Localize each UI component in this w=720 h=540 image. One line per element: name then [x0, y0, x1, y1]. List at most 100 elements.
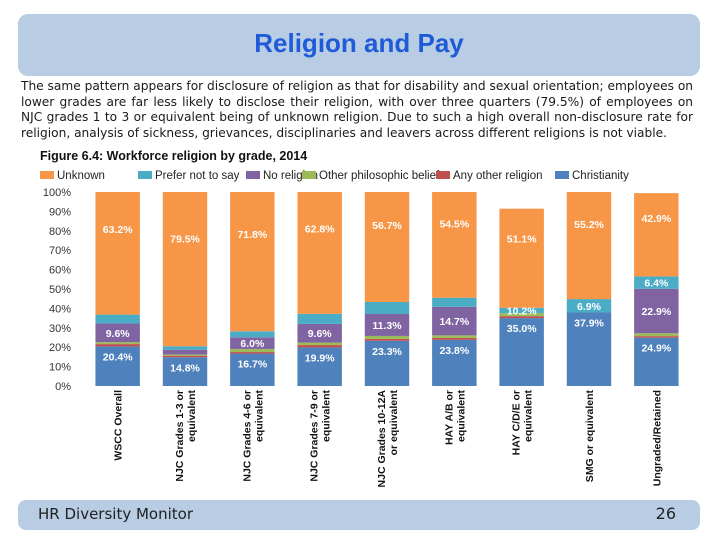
- bar-christianity-2: [162, 357, 208, 386]
- bar-any-other-religion-5: [364, 338, 410, 341]
- bar-any-other-religion-1: [95, 344, 140, 347]
- x-category-label: SMG or equivalent: [584, 390, 596, 483]
- bar-prefer-not-to-say-9: [634, 276, 679, 289]
- y-tick-label: 90%: [49, 206, 71, 218]
- data-label: 23.8%: [439, 345, 469, 357]
- bar-no-religion-1: [95, 323, 140, 343]
- x-category-label: NJC Grades 1-3 orequivalent: [174, 390, 198, 482]
- x-category-label: NJC Grades 4-6 orequivalent: [241, 390, 265, 482]
- x-category-label: NJC Grades 10-12Aor equivalent: [376, 390, 400, 488]
- bar-no-religion-4: [297, 323, 342, 343]
- bar-unknown-6: [432, 192, 477, 298]
- svg-text:NJC Grades 4-6 orequivalent: NJC Grades 4-6 orequivalent: [241, 390, 265, 482]
- bar-christianity-3: [230, 353, 275, 386]
- bar-prefer-not-to-say-7: [499, 307, 544, 314]
- svg-text:Ungraded/Retained: Ungraded/Retained: [651, 390, 663, 486]
- data-label: 9.6%: [308, 328, 333, 340]
- legend-swatch-unknown: [40, 171, 54, 179]
- y-tick-label: 100%: [43, 187, 71, 199]
- bar-christianity-8: [566, 312, 612, 386]
- svg-text:HAY A/B orequivalent: HAY A/B orequivalent: [443, 390, 467, 446]
- footer-bar: HR Diversity Monitor 26: [18, 500, 700, 530]
- legend-swatch-any-other-religion: [436, 171, 450, 179]
- bar-any-other-religion-3: [230, 352, 275, 354]
- legend-label-any-other-religion: Any other religion: [453, 170, 543, 182]
- x-category-label: WSCC Overall: [113, 390, 125, 461]
- data-label: 11.3%: [372, 320, 402, 332]
- data-label: 6.0%: [240, 338, 265, 350]
- x-category-label: NJC Grades 7-9 orequivalent: [309, 390, 333, 482]
- bar-any-other-religion-6: [432, 337, 477, 340]
- data-label: 62.8%: [305, 224, 335, 236]
- bar-prefer-not-to-say-4: [297, 313, 342, 324]
- bar-no-religion-9: [634, 288, 679, 334]
- data-label: 35.0%: [507, 323, 537, 335]
- footer-title: HR Diversity Monitor: [38, 505, 193, 523]
- y-tick-label: 70%: [49, 245, 71, 257]
- bar-other-philosophic-belief-9: [634, 333, 679, 337]
- y-tick-label: 30%: [49, 323, 71, 335]
- bar-christianity-9: [634, 337, 679, 386]
- bar-christianity-6: [432, 339, 477, 386]
- legend-swatch-no-religion: [246, 171, 260, 179]
- bar-other-philosophic-belief-6: [432, 335, 477, 338]
- bar-no-religion-5: [364, 314, 410, 336]
- bar-christianity-5: [364, 340, 410, 386]
- data-label: 9.6%: [106, 328, 131, 340]
- y-tick-label: 80%: [49, 226, 71, 238]
- bar-other-philosophic-belief-3: [230, 348, 275, 353]
- bar-unknown-2: [162, 192, 208, 347]
- bar-any-other-religion-2: [162, 355, 208, 358]
- y-tick-label: 60%: [49, 265, 71, 277]
- bar-unknown-1: [95, 192, 140, 315]
- bar-prefer-not-to-say-8: [566, 299, 612, 313]
- svg-text:NJC Grades 1-3 orequivalent: NJC Grades 1-3 orequivalent: [174, 390, 198, 482]
- legend-label-other-philosophic-belief: Other philosophic belief: [319, 170, 440, 182]
- svg-text:NJC Grades 7-9 orequivalent: NJC Grades 7-9 orequivalent: [309, 390, 333, 482]
- bar-unknown-8: [566, 192, 612, 300]
- page-number: 26: [655, 504, 676, 523]
- slide-title: Religion and Pay: [254, 28, 464, 58]
- data-label: 16.7%: [237, 359, 267, 371]
- legend-swatch-prefer-not-to-say: [138, 171, 152, 179]
- x-category-label: HAY C/D/E orequivalent: [511, 390, 535, 456]
- data-label: 6.9%: [577, 301, 602, 313]
- body-paragraph: The same pattern appears for disclosure …: [21, 79, 694, 140]
- svg-text:NJC Grades 10-12Aor equivalent: NJC Grades 10-12Aor equivalent: [376, 390, 400, 488]
- data-label: 55.2%: [574, 219, 604, 231]
- data-label: 10.2%: [507, 305, 537, 317]
- bar-prefer-not-to-say-1: [95, 314, 140, 324]
- data-label: 54.5%: [439, 219, 469, 231]
- y-axis: 0% 10% 20% 30% 40% 50% 60% 70% 80% 90% 100%: [43, 187, 71, 393]
- data-labels: 20.4% 14.8% 16.7% 19.9% 23.3% 23.8% 35.0% 37.9%…: [103, 213, 672, 374]
- data-label: 23.3%: [372, 346, 402, 358]
- data-label: 51.1%: [507, 233, 537, 245]
- svg-text:WSCC Overall: WSCC Overall: [113, 390, 125, 461]
- bar-unknown-3: [230, 192, 275, 332]
- religion-by-grade-chart: Figure 6.4: Workforce religion by grade,…: [40, 149, 679, 488]
- bar-christianity-1: [95, 346, 140, 386]
- bar-unknown-7: [499, 208, 544, 308]
- bar-other-philosophic-belief-4: [297, 342, 342, 346]
- data-label: 42.9%: [641, 213, 671, 225]
- bar-unknown-4: [297, 192, 342, 314]
- data-label: 71.8%: [237, 229, 267, 241]
- y-tick-label: 20%: [49, 342, 71, 354]
- bar-any-other-religion-9: [634, 336, 679, 338]
- svg-text:HAY C/D/E orequivalent: HAY C/D/E orequivalent: [511, 390, 535, 456]
- bar-any-other-religion-4: [297, 345, 342, 348]
- bar-prefer-not-to-say-2: [162, 346, 208, 350]
- data-label: 20.4%: [103, 351, 133, 363]
- bar-other-philosophic-belief-1: [95, 342, 140, 345]
- data-label: 14.7%: [439, 316, 469, 328]
- data-label: 24.9%: [641, 343, 671, 355]
- legend-swatch-christianity: [555, 171, 569, 179]
- y-tick-label: 0%: [55, 381, 71, 393]
- bar-unknown-9: [634, 193, 679, 277]
- title-banner: Religion and Pay: [18, 14, 700, 76]
- legend-swatch-other-philosophic-belief: [302, 171, 316, 179]
- legend-label-christianity: Christianity: [572, 170, 629, 182]
- bar-christianity-4: [297, 347, 342, 386]
- bar-prefer-not-to-say-3: [230, 331, 275, 338]
- bar-no-religion-2: [162, 349, 208, 355]
